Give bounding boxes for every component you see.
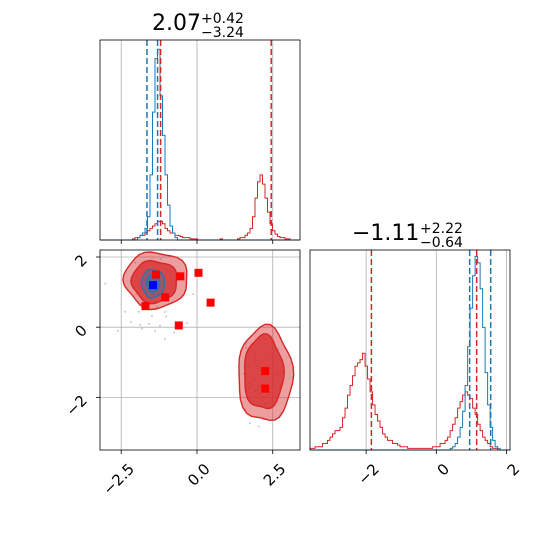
red-square-marker (176, 272, 185, 281)
panel-x-marginal-title-lower: −3.24 (201, 25, 244, 41)
sample-point (192, 293, 195, 296)
panel-y-marginal-ticks (365, 450, 507, 454)
sample-point (163, 338, 166, 341)
red-square-marker (194, 268, 203, 277)
red-square-marker (174, 321, 183, 330)
sample-point (165, 315, 168, 318)
panel-y-marginal-title-lower: −0.64 (420, 235, 463, 251)
sample-point (155, 306, 158, 309)
sample-point (139, 323, 142, 326)
panel-joint-grid (100, 250, 300, 450)
red-square-marker (261, 384, 270, 393)
sample-point (104, 282, 107, 285)
sample-point (154, 329, 157, 332)
red-square-marker (161, 293, 170, 302)
sample-point (163, 310, 166, 313)
panel-joint-markers (141, 268, 270, 393)
sample-point (141, 327, 144, 330)
panel-x-marginal-ticks (120, 240, 274, 244)
panel-joint-ticks (96, 256, 274, 454)
panel-x-marginal-grid (120, 40, 274, 240)
sample-point (129, 320, 132, 323)
blue-square-marker (149, 281, 158, 290)
sample-point (150, 315, 153, 318)
sample-point (257, 425, 260, 428)
red-square-marker (141, 302, 150, 311)
panel-y-marginal-title-upper: +2.22 (420, 221, 463, 237)
sample-point (134, 261, 137, 264)
sample-point (248, 422, 251, 425)
panel-y-marginal-title: −1.11 (352, 221, 419, 246)
panel-x-marginal-title-upper: +0.42 (201, 11, 244, 27)
sample-point (244, 346, 247, 349)
panel-x-marginal-frame (99, 39, 301, 241)
sample-point (124, 310, 127, 313)
sample-point (159, 258, 162, 261)
panel-joint-frame (99, 249, 301, 451)
sample-point (137, 310, 140, 313)
panel-y-marginal-grid (365, 250, 507, 450)
red-histogram (309, 352, 511, 451)
sample-point (135, 293, 138, 296)
red-square-marker (152, 270, 161, 279)
panel-x-marginal-title: 2.07 (152, 11, 201, 36)
sample-point (185, 322, 188, 325)
panel-y-marginal-frame (309, 249, 511, 451)
sample-point (148, 322, 151, 325)
sample-point (117, 329, 120, 332)
red-square-marker (261, 367, 270, 376)
panel-x-marginal: 2.07 +0.42 −3.24 (99, 11, 301, 244)
sample-point (173, 331, 176, 334)
sample-point (159, 324, 162, 327)
red-square-marker (206, 298, 215, 307)
